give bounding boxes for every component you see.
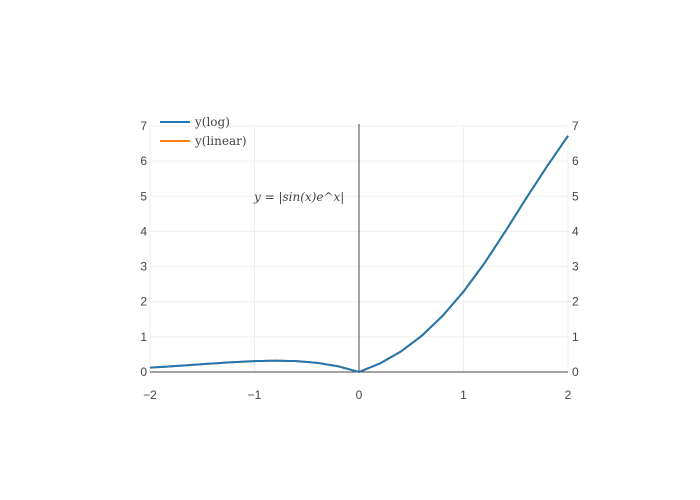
y-tick-label-right: 1 — [572, 330, 579, 344]
y-tick-label-right: 0 — [572, 365, 579, 379]
y-tick-label-right: 5 — [572, 189, 579, 203]
legend-item-log[interactable]: y(log) — [160, 115, 230, 129]
y-tick-label-right: 3 — [572, 260, 579, 274]
x-tick-label: 0 — [356, 388, 363, 402]
series-line-0 — [149, 135, 569, 374]
legend-label-linear: y(linear) — [194, 134, 247, 148]
y-tick-label-left: 4 — [140, 224, 147, 238]
legend[interactable]: y(log) y(linear) — [160, 115, 247, 148]
y-tick-label-left: 1 — [140, 330, 147, 344]
y-tick-label-right: 6 — [572, 154, 579, 168]
y-tick-label-left: 5 — [140, 189, 147, 203]
legend-label-log: y(log) — [194, 115, 230, 129]
x-tick-label: 2 — [565, 388, 572, 402]
x-tick-label: −2 — [143, 388, 157, 402]
y-tick-label-right: 7 — [572, 119, 579, 133]
formula-annotation: y = |sin(x)e^x| — [253, 190, 344, 204]
y-tick-label-left: 2 — [140, 295, 147, 309]
y-tick-label-right: 4 — [572, 224, 579, 238]
y-tick-label-right: 2 — [572, 295, 579, 309]
y-tick-label-left: 0 — [140, 365, 147, 379]
y-tick-label-left: 3 — [140, 260, 147, 274]
x-tick-label: 1 — [460, 388, 467, 402]
series-layer — [149, 135, 569, 374]
x-tick-label: −1 — [248, 388, 262, 402]
y-tick-label-left: 6 — [140, 154, 147, 168]
legend-item-linear[interactable]: y(linear) — [160, 134, 247, 148]
y-tick-label-left: 7 — [140, 119, 147, 133]
